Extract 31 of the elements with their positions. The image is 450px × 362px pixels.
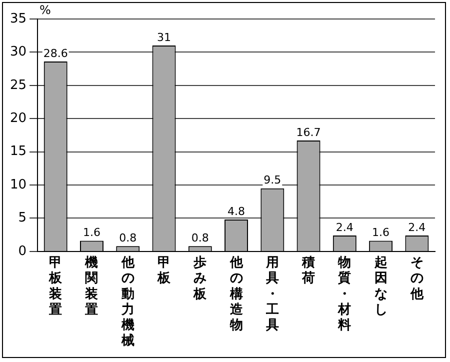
x-tick-label: 甲板 — [156, 256, 172, 286]
x-tick-label: 他の構造物 — [228, 256, 244, 333]
x-tick-label: 機関装置 — [84, 256, 98, 318]
y-tick-label: 25 — [10, 78, 27, 93]
data-label: 31 — [157, 30, 172, 44]
data-label: 2.4 — [336, 220, 354, 234]
x-tick-label: その他 — [409, 256, 424, 302]
data-label: 1.6 — [372, 226, 390, 240]
x-tick-label: 歩み板 — [192, 256, 208, 302]
y-tick-label: 15 — [10, 144, 27, 160]
y-axis-title: % — [40, 3, 51, 18]
data-label: 2.4 — [408, 220, 426, 234]
x-tick-label: 用具・工具 — [264, 256, 279, 333]
x-tick-label: 物質・材料 — [337, 256, 352, 333]
y-tick-label: 30 — [10, 44, 27, 60]
x-tick-label: 他の動力機械 — [120, 256, 136, 349]
x-tick-label: 甲板装置 — [48, 256, 64, 318]
y-tick-label: 35 — [10, 11, 27, 26]
data-label: 28.6 — [43, 46, 68, 60]
y-tick-label: 0 — [18, 244, 27, 259]
data-label: 4.8 — [228, 204, 246, 218]
x-tick-label: 起因なし — [373, 256, 388, 318]
y-tick-label: 20 — [10, 110, 27, 126]
y-tick-label: 10 — [10, 177, 27, 192]
data-label: 0.8 — [191, 231, 209, 244]
data-label: 9.5 — [264, 174, 282, 187]
data-label: 1.6 — [82, 226, 100, 240]
data-label: 16.7 — [296, 126, 321, 139]
x-tick-label: 積荷 — [301, 256, 316, 286]
data-label: 0.8 — [119, 231, 137, 244]
y-tick-label: 5 — [18, 210, 27, 226]
